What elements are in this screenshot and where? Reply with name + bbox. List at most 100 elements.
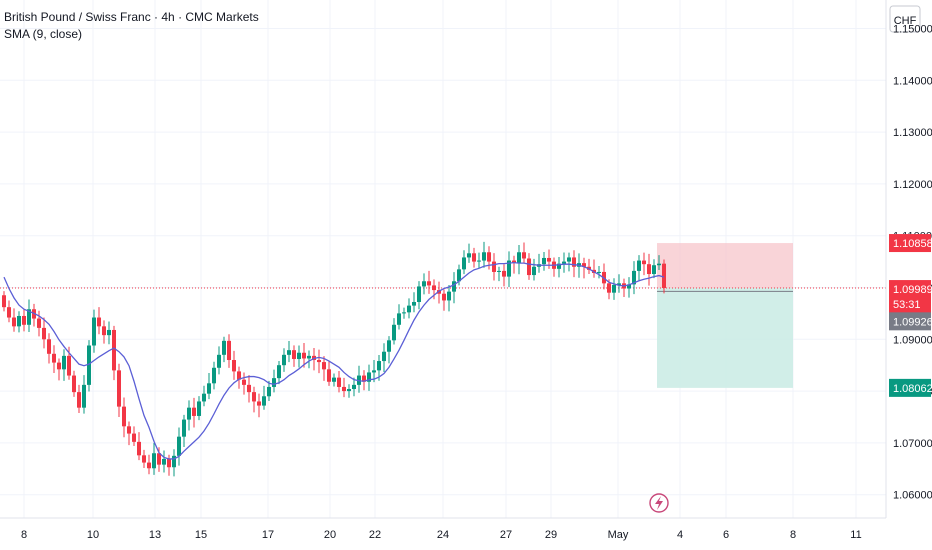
candle-body: [62, 355, 66, 370]
current-price-tag-text: 1.09989: [893, 284, 932, 296]
candle-body: [642, 260, 646, 265]
time-axis[interactable]: 8 10 13 15 17 20 22 24 27 29 May 4 6 8 11: [0, 517, 920, 546]
indicator-label[interactable]: SMA (9, close): [4, 27, 83, 41]
candle-body: [362, 375, 366, 382]
candle-body: [572, 257, 576, 267]
candle-body: [187, 407, 191, 420]
currency-button[interactable]: [889, 5, 921, 33]
date-tick-label: 17: [262, 529, 274, 541]
date-tick-label: 27: [500, 529, 512, 541]
candle-body: [272, 378, 276, 387]
candle-body: [652, 265, 656, 275]
candle-body: [522, 252, 526, 259]
candle-body: [237, 371, 241, 380]
candle-body: [432, 285, 436, 291]
price-tick-label: 1.14000: [893, 75, 932, 87]
candle-body: [77, 392, 81, 408]
date-tick-label: 8: [790, 529, 796, 541]
date-tick-label: 4: [677, 529, 683, 541]
date-tick-label: 24: [437, 529, 449, 541]
sma-line: [3, 261, 665, 460]
candle-body: [252, 392, 256, 402]
time-axis-settings[interactable]: [890, 524, 920, 546]
candle-body: [422, 281, 426, 287]
candle-body: [97, 317, 101, 327]
candle-body: [242, 379, 246, 385]
price-tick-label: 1.15000: [893, 23, 932, 35]
candle-body: [392, 324, 396, 341]
price-axis[interactable]: CHF1.060001.070001.080001.090001.100001.…: [885, 0, 932, 518]
position-tool[interactable]: [0, 243, 886, 388]
candle-body: [47, 339, 51, 354]
candle-body: [427, 281, 431, 286]
candle-body: [82, 384, 86, 408]
candle-body: [477, 260, 481, 262]
date-tick-label: 10: [87, 529, 99, 541]
candle-body: [67, 355, 71, 376]
candle-body: [627, 284, 631, 289]
date-tick-label: 22: [369, 529, 381, 541]
price-tick-label: 1.13000: [893, 127, 932, 139]
candle-body: [37, 318, 41, 328]
candle-body: [457, 269, 461, 282]
candle-body: [662, 263, 666, 289]
candle-body: [517, 252, 521, 263]
candle-body: [12, 317, 16, 327]
candle-body: [352, 384, 356, 390]
candle-body: [462, 257, 466, 270]
candle-body: [337, 377, 341, 387]
candle-body: [172, 455, 176, 468]
candle-body: [232, 360, 236, 372]
candle-body: [267, 386, 271, 397]
events-lightning-icon[interactable]: [649, 493, 669, 513]
candle-body: [532, 266, 536, 276]
target-price-tag-text: 1.08062: [893, 383, 932, 395]
candle-body: [377, 361, 381, 371]
candle-body: [322, 362, 326, 370]
date-tick-label: 15: [195, 529, 207, 541]
price-tags: 1.10858 1.09989 53:31 1.09926 1.08062: [889, 234, 932, 397]
symbol-title[interactable]: British Pound / Swiss Franc · 4h · CMC M…: [4, 10, 259, 24]
candle-body: [132, 433, 136, 442]
candle-body: [497, 270, 501, 272]
stop-price-tag-text: 1.10858: [893, 238, 932, 250]
candle-body: [27, 309, 31, 325]
candle-body: [182, 419, 186, 437]
candle-body: [412, 301, 416, 306]
candle-body: [157, 453, 161, 465]
take-profit-zone[interactable]: [657, 288, 793, 388]
candle-body: [612, 284, 616, 293]
current-price-tag-bg: [889, 280, 931, 314]
candle-body: [277, 365, 281, 379]
candle-body: [647, 264, 651, 275]
candle-body: [112, 329, 116, 371]
candle-body: [557, 263, 561, 269]
candle-body: [397, 313, 401, 325]
stop-price-tag-bg: [889, 234, 931, 253]
candle-body: [287, 350, 291, 355]
target-price-tag-bg: [889, 378, 931, 397]
price-tick-label: 1.12000: [893, 179, 932, 191]
candlestick-series: [2, 241, 666, 477]
candle-body: [372, 370, 376, 373]
candle-body: [282, 354, 286, 366]
candle-body: [227, 340, 231, 361]
candle-body: [387, 340, 391, 352]
candle-body: [562, 261, 566, 264]
candle-body: [167, 458, 171, 468]
candle-body: [142, 455, 146, 463]
candle-body: [297, 352, 301, 359]
candle-body: [617, 283, 621, 285]
candle-body: [347, 389, 351, 392]
candle-body: [527, 258, 531, 276]
candle-body: [22, 315, 26, 325]
candle-body: [487, 252, 491, 262]
candle-body: [492, 261, 496, 272]
candle-body: [107, 329, 111, 336]
candle-body: [637, 260, 641, 271]
chart-grid: [0, 0, 886, 518]
candle-body: [597, 271, 601, 273]
stop-loss-zone[interactable]: [657, 243, 793, 289]
candle-body: [502, 270, 506, 277]
